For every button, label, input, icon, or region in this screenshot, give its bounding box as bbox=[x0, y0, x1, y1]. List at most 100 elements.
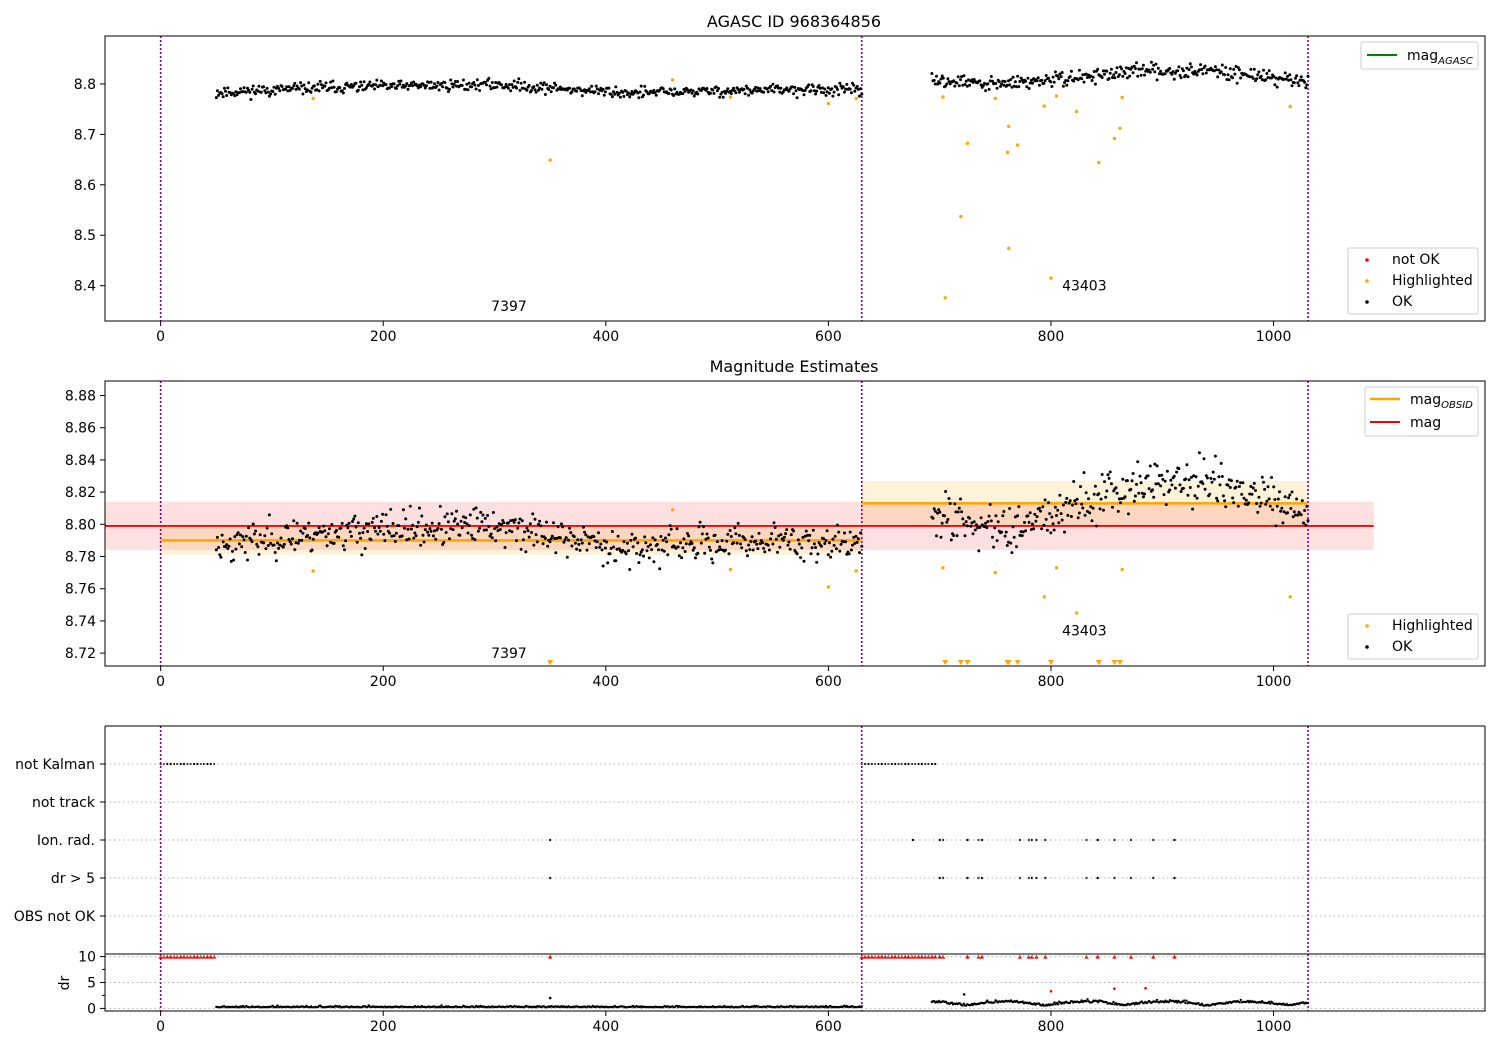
data-point-ok bbox=[993, 526, 997, 530]
data-point-ok bbox=[638, 90, 642, 94]
data-point-ok bbox=[434, 537, 438, 541]
dr-capped-marker bbox=[933, 954, 938, 959]
data-point-ok bbox=[1035, 515, 1039, 519]
data-point-ok bbox=[542, 81, 546, 85]
data-point-ok bbox=[292, 84, 296, 88]
data-point-ok bbox=[781, 538, 785, 542]
data-point-highlighted bbox=[728, 95, 733, 99]
data-point-ok bbox=[1068, 499, 1072, 503]
data-point-ok bbox=[533, 88, 537, 92]
data-point-ok bbox=[1032, 77, 1036, 81]
data-point-ok bbox=[532, 85, 536, 89]
data-point-ok bbox=[355, 540, 359, 544]
dr-capped-marker bbox=[929, 954, 935, 959]
data-point-ok bbox=[404, 84, 408, 88]
data-point-ok bbox=[498, 528, 502, 531]
dr-point bbox=[1085, 1000, 1088, 1003]
data-point-ok bbox=[1108, 470, 1112, 474]
data-point-ok bbox=[515, 86, 518, 90]
data-point-ok bbox=[363, 547, 367, 550]
data-point-ok bbox=[986, 520, 990, 523]
data-point-ok bbox=[1259, 74, 1263, 78]
data-point-ok bbox=[1123, 495, 1127, 499]
data-point-ok bbox=[1000, 530, 1004, 534]
dr-capped-marker bbox=[178, 954, 183, 959]
flag-row-label: dr > 5 bbox=[51, 871, 95, 887]
data-point-ok bbox=[1256, 510, 1260, 514]
data-point-ok bbox=[490, 536, 494, 540]
data-point-ok bbox=[495, 525, 499, 529]
dr-capped-marker bbox=[876, 954, 881, 959]
data-point-ok bbox=[769, 537, 773, 541]
data-point-ok bbox=[1001, 79, 1005, 83]
data-point-ok bbox=[1060, 518, 1064, 522]
data-point-ok bbox=[1231, 76, 1235, 80]
data-point-ok bbox=[597, 531, 600, 535]
data-point-ok bbox=[345, 81, 349, 85]
x-tick-label: 1000 bbox=[1256, 1019, 1292, 1035]
data-point-ok bbox=[250, 87, 254, 91]
data-point-ok bbox=[709, 91, 712, 95]
data-point-ok bbox=[388, 531, 391, 535]
dr-point bbox=[1111, 1002, 1114, 1006]
data-point-ok bbox=[1186, 75, 1190, 79]
data-point-highlighted bbox=[1042, 595, 1047, 599]
data-point-ok bbox=[214, 96, 218, 100]
data-point-ok bbox=[286, 89, 290, 93]
data-point-ok bbox=[258, 533, 262, 537]
flag-point bbox=[966, 876, 969, 880]
data-point-ok bbox=[491, 511, 495, 514]
data-point-ok bbox=[658, 567, 662, 571]
flag-row-label: Ion. rad. bbox=[37, 833, 95, 849]
legend-label-highlighted: Highlighted bbox=[1392, 618, 1473, 634]
data-point-ok bbox=[643, 84, 647, 88]
data-point-ok bbox=[981, 84, 985, 88]
data-point-ok bbox=[1220, 63, 1224, 67]
data-point-ok bbox=[1130, 479, 1134, 483]
data-point-highlighted bbox=[993, 96, 997, 101]
data-point-ok bbox=[324, 535, 328, 539]
data-point-ok bbox=[860, 92, 864, 96]
data-point-ok bbox=[1187, 68, 1191, 72]
data-point-ok bbox=[1151, 488, 1155, 492]
data-point-ok bbox=[1262, 68, 1265, 72]
dr-capped-marker bbox=[866, 954, 871, 959]
data-point-ok bbox=[1049, 80, 1053, 84]
data-point-ok bbox=[1283, 495, 1287, 499]
data-point-ok bbox=[1096, 67, 1100, 71]
data-point-ok bbox=[711, 561, 715, 565]
data-point-ok bbox=[463, 521, 467, 524]
data-point-ok bbox=[429, 529, 433, 533]
data-point-ok bbox=[1068, 75, 1072, 79]
data-point-ok bbox=[978, 79, 982, 83]
data-point-ok bbox=[1119, 501, 1122, 505]
data-point-ok bbox=[481, 513, 485, 517]
data-point-ok bbox=[1120, 67, 1124, 71]
data-point-ok bbox=[419, 543, 423, 547]
data-point-ok bbox=[819, 90, 823, 94]
data-point-ok bbox=[548, 84, 552, 88]
data-point-ok bbox=[323, 84, 327, 88]
data-point-ok bbox=[321, 530, 324, 534]
data-point-ok bbox=[814, 546, 818, 549]
observation-id-label: 43403 bbox=[1062, 623, 1107, 639]
data-point-ok bbox=[1056, 74, 1060, 78]
data-point-ok bbox=[460, 84, 464, 87]
data-point-ok bbox=[460, 526, 464, 530]
data-point-ok bbox=[1259, 501, 1263, 505]
data-point-ok bbox=[347, 521, 351, 525]
data-point-ok bbox=[735, 541, 739, 545]
data-point-ok bbox=[1003, 534, 1007, 538]
data-point-ok bbox=[476, 84, 480, 87]
data-point-ok bbox=[1149, 60, 1153, 64]
out-of-range-marker bbox=[1095, 660, 1102, 665]
dr-point bbox=[1052, 1003, 1055, 1006]
data-point-ok bbox=[637, 96, 641, 100]
y-tick-label: 8.88 bbox=[65, 388, 96, 404]
data-point-ok bbox=[577, 542, 581, 546]
data-point-ok bbox=[1139, 73, 1143, 77]
data-point-ok bbox=[660, 548, 664, 552]
data-point-ok bbox=[375, 78, 379, 82]
x-tick-label: 400 bbox=[592, 674, 619, 690]
data-point-ok bbox=[769, 84, 773, 88]
